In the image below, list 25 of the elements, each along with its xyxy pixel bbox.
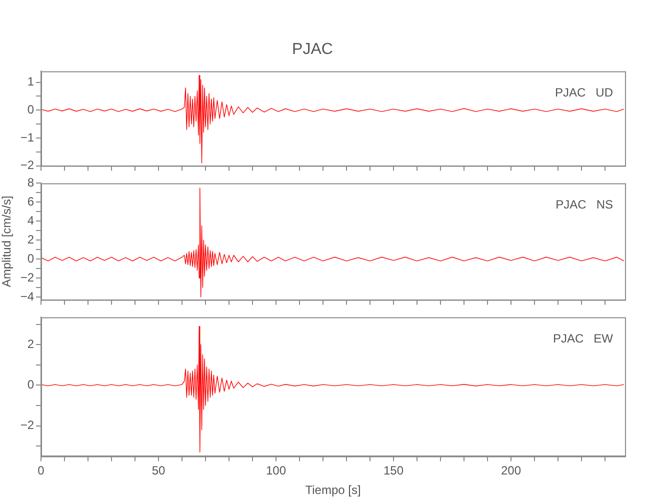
x-tick-label: 100 — [266, 464, 286, 478]
y-tick-label: 0 — [27, 377, 34, 392]
x-tick-label: 0 — [38, 464, 45, 478]
y-tick-label: −1 — [20, 130, 34, 144]
annotation: PJAC UD — [554, 86, 614, 100]
annotation: PJAC NS — [556, 198, 613, 212]
y-tick-label: 0 — [27, 251, 34, 266]
y-axis-title: Amplitud [cm/s/s] — [0, 196, 14, 288]
y-tick-label: −2 — [20, 158, 34, 172]
y-tick-label: 6 — [27, 194, 34, 208]
y-tick-label: −2 — [20, 418, 34, 432]
y-tick-label: 1 — [27, 74, 34, 89]
y-tick-label: −4 — [20, 289, 34, 304]
x-tick-label: 150 — [384, 464, 404, 478]
y-tick-label: 8 — [27, 176, 34, 190]
chart-title: PJAC — [292, 41, 333, 58]
x-tick-label: 200 — [501, 464, 522, 478]
y-tick-label: −2 — [20, 270, 34, 284]
annotation: PJAC EW — [552, 332, 614, 346]
y-tick-label: 2 — [27, 336, 34, 351]
y-tick-label: 4 — [27, 213, 34, 228]
y-tick-label: 0 — [27, 102, 34, 116]
x-tick-label: 50 — [152, 464, 166, 478]
x-axis-title: Tiempo [s] — [305, 483, 361, 498]
y-tick-label: 2 — [27, 232, 34, 246]
